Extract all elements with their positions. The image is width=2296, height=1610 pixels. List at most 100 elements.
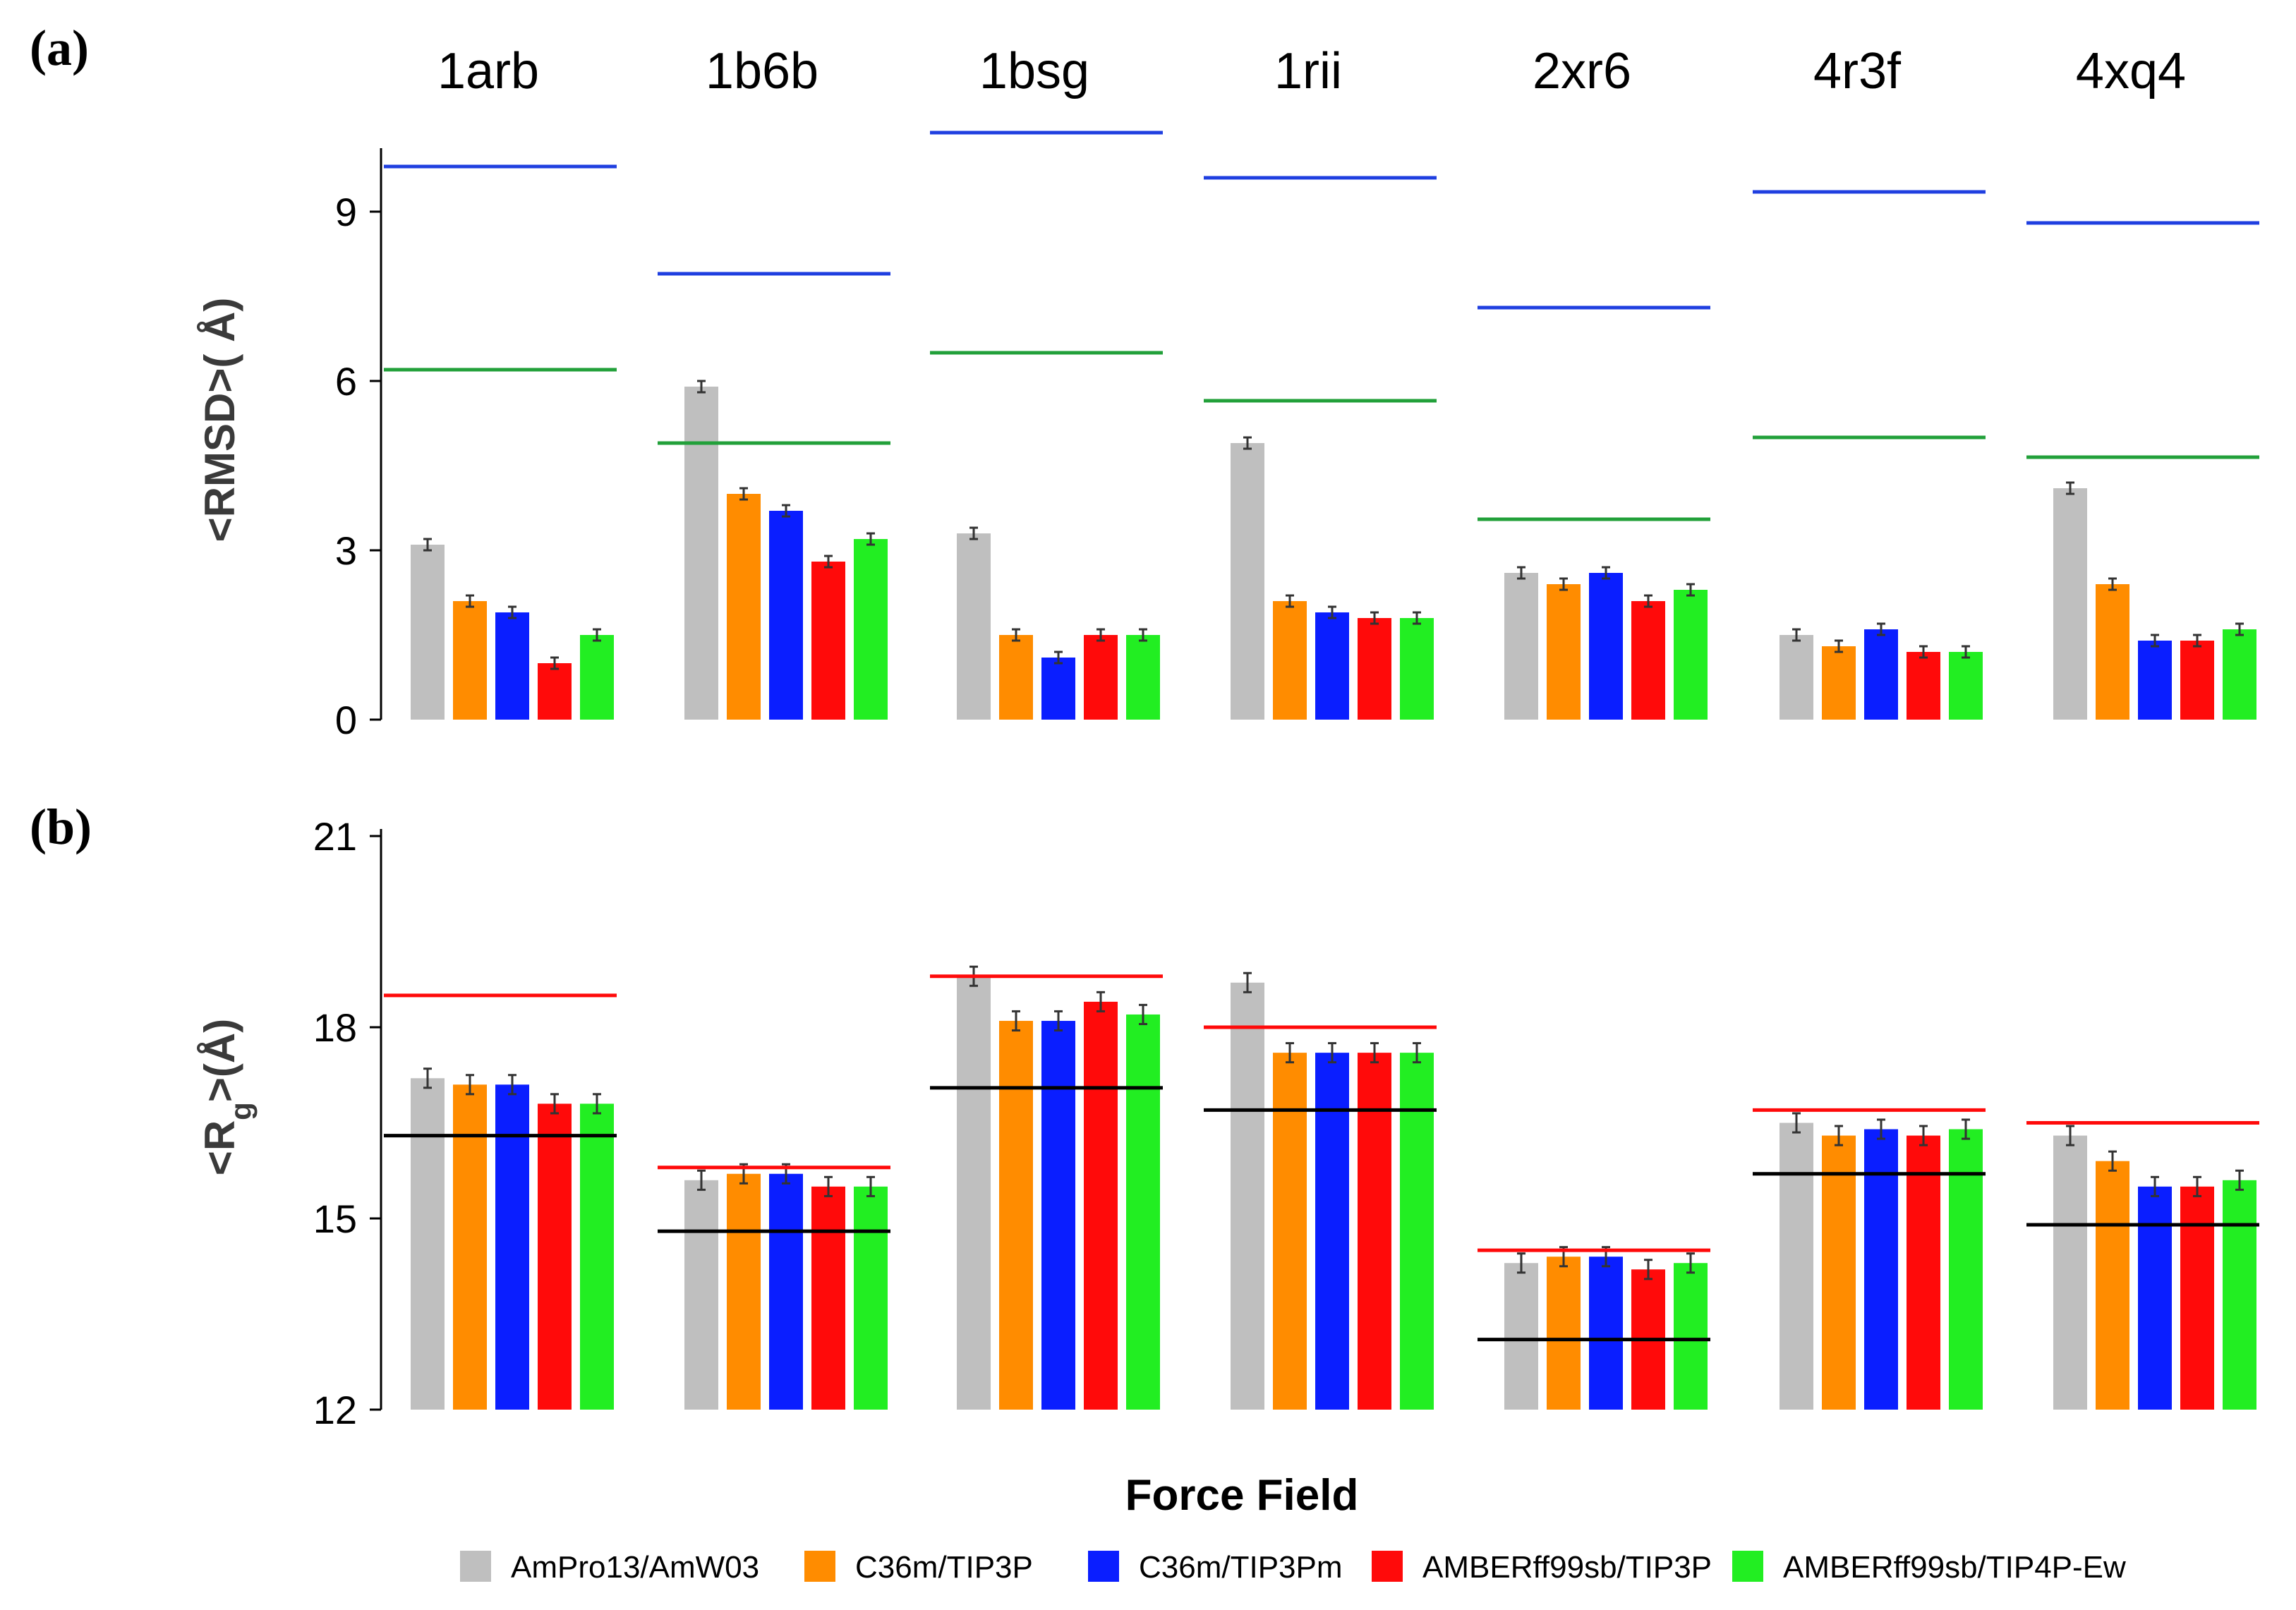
- bar-1rii-4: [1400, 618, 1434, 720]
- panel-b-ylabel: <Rg>(Å): [196, 1019, 258, 1175]
- bar-4r3f-1: [1822, 1135, 1856, 1410]
- bar-1arb-4: [580, 635, 614, 720]
- panel-b-plot: 12 15 18 21: [313, 814, 2259, 1432]
- y-tick-label: 18: [313, 1005, 357, 1050]
- y-tick-label: 0: [335, 698, 357, 742]
- bar-1arb-0: [411, 1078, 445, 1410]
- bar-4r3f-3: [1907, 1135, 1940, 1410]
- bar-4xq4-2: [2138, 641, 2172, 720]
- bar-2xr6-4: [1674, 1263, 1708, 1410]
- bar-4xq4-0: [2053, 1135, 2087, 1410]
- bar-1bsg-0: [957, 533, 991, 720]
- legend-swatch-1: [804, 1551, 835, 1582]
- bar-4xq4-1: [2096, 584, 2129, 720]
- bar-2xr6-2: [1589, 1257, 1623, 1410]
- bar-1rii-0: [1231, 443, 1264, 720]
- y-tick-label: 15: [313, 1197, 357, 1241]
- panel-b-ylabel-main: <R: [196, 1120, 243, 1175]
- bar-2xr6-1: [1547, 1257, 1581, 1410]
- y-tick-label: 12: [313, 1388, 357, 1432]
- panel-a-ylabel: <RMSD>( Å): [196, 298, 243, 543]
- bar-2xr6-3: [1631, 601, 1665, 720]
- bar-4xq4-4: [2223, 629, 2256, 720]
- bar-1bsg-0: [957, 976, 991, 1410]
- bar-1rii-4: [1400, 1053, 1434, 1410]
- bar-4r3f-2: [1864, 629, 1898, 720]
- group-label-1b6b: 1b6b: [706, 43, 818, 99]
- bar-1b6b-1: [727, 494, 761, 720]
- bar-1rii-3: [1358, 618, 1391, 720]
- bar-1b6b-3: [811, 1186, 845, 1410]
- panel-b-ylabel-subscript: g: [224, 1102, 258, 1120]
- panel-a-label: (a): [30, 20, 89, 76]
- bar-2xr6-0: [1504, 1263, 1538, 1410]
- bar-4xq4-3: [2180, 1186, 2214, 1410]
- legend-swatch-4: [1732, 1551, 1763, 1582]
- group-label-4r3f: 4r3f: [1813, 43, 1902, 99]
- bar-1arb-1: [453, 1084, 487, 1410]
- bar-4xq4-1: [2096, 1161, 2129, 1410]
- bar-2xr6-1: [1547, 584, 1581, 720]
- legend-swatch-2: [1088, 1551, 1119, 1582]
- bar-2xr6-4: [1674, 590, 1708, 720]
- legend-swatch-3: [1372, 1551, 1403, 1582]
- legend-label-0: AmPro13/AmW03: [511, 1550, 759, 1585]
- bar-1bsg-2: [1041, 1020, 1075, 1410]
- bar-1rii-2: [1315, 612, 1349, 720]
- bar-1bsg-1: [999, 635, 1033, 720]
- bar-1arb-3: [538, 1103, 572, 1410]
- y-tick-label: 3: [335, 528, 357, 573]
- bar-1b6b-2: [769, 511, 803, 720]
- bar-4r3f-1: [1822, 646, 1856, 720]
- panel-a-plot: 0 3 6 9 1arb 1b6b 1bsg 1rii 2xr6 4r3f 4xq4: [335, 43, 2259, 742]
- bar-4xq4-3: [2180, 641, 2214, 720]
- bar-1bsg-4: [1126, 635, 1160, 720]
- bar-1b6b-4: [854, 539, 888, 720]
- bar-1arb-1: [453, 601, 487, 720]
- bar-1b6b-4: [854, 1186, 888, 1410]
- group-label-2xr6: 2xr6: [1533, 43, 1631, 99]
- bar-4r3f-2: [1864, 1129, 1898, 1410]
- bar-4r3f-0: [1780, 1122, 1813, 1410]
- bar-4r3f-4: [1949, 652, 1983, 720]
- bar-1b6b-3: [811, 562, 845, 720]
- bar-1arb-3: [538, 663, 572, 720]
- group-label-1arb: 1arb: [437, 43, 539, 99]
- bar-1rii-1: [1273, 601, 1307, 720]
- bar-1arb-2: [495, 1084, 529, 1410]
- bar-1bsg-3: [1084, 635, 1118, 720]
- bar-4xq4-0: [2053, 488, 2087, 720]
- panel-b-label: (b): [30, 799, 92, 855]
- bar-2xr6-0: [1504, 573, 1538, 720]
- bar-1arb-0: [411, 545, 445, 720]
- legend-label-1: C36m/TIP3P: [855, 1550, 1033, 1585]
- bar-1rii-2: [1315, 1053, 1349, 1410]
- legend-label-4: AMBERff99sb/TIP4P-Ew: [1783, 1550, 2126, 1585]
- bar-1b6b-0: [684, 387, 718, 720]
- bar-4r3f-4: [1949, 1129, 1983, 1410]
- bar-1b6b-2: [769, 1173, 803, 1410]
- bar-1rii-1: [1273, 1053, 1307, 1410]
- bar-4xq4-4: [2223, 1180, 2256, 1410]
- bar-1rii-3: [1358, 1053, 1391, 1410]
- bar-1bsg-4: [1126, 1014, 1160, 1410]
- legend-swatch-0: [460, 1551, 491, 1582]
- bar-4xq4-2: [2138, 1186, 2172, 1410]
- bar-1arb-2: [495, 612, 529, 720]
- bar-1arb-4: [580, 1103, 614, 1410]
- legend-label-2: C36m/TIP3Pm: [1139, 1550, 1343, 1585]
- bar-2xr6-2: [1589, 573, 1623, 720]
- bar-4r3f-3: [1907, 652, 1940, 720]
- y-tick-label: 21: [313, 814, 357, 859]
- bar-1bsg-2: [1041, 658, 1075, 720]
- y-tick-label: 9: [335, 190, 357, 234]
- group-label-1rii: 1rii: [1274, 43, 1342, 99]
- bar-1rii-0: [1231, 982, 1264, 1410]
- bar-1bsg-1: [999, 1020, 1033, 1410]
- group-label-4xq4: 4xq4: [2076, 43, 2186, 99]
- bar-1bsg-3: [1084, 1001, 1118, 1410]
- legend-label-3: AMBERff99sb/TIP3P: [1422, 1550, 1712, 1585]
- bar-1b6b-1: [727, 1173, 761, 1410]
- bar-4r3f-0: [1780, 635, 1813, 720]
